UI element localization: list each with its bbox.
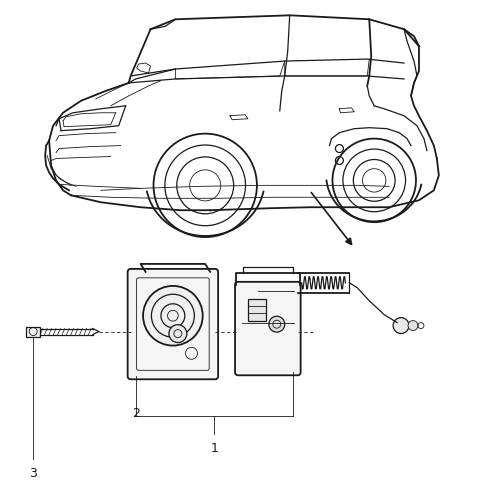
Circle shape — [408, 320, 418, 330]
Text: 1: 1 — [210, 442, 218, 455]
FancyBboxPatch shape — [235, 282, 300, 375]
Text: 3: 3 — [29, 467, 37, 480]
Circle shape — [143, 286, 203, 346]
Bar — [248, 299, 266, 320]
Circle shape — [169, 325, 187, 343]
Bar — [26, 326, 40, 336]
Text: 2: 2 — [132, 407, 140, 420]
Circle shape — [269, 316, 285, 332]
Circle shape — [393, 318, 409, 333]
FancyBboxPatch shape — [128, 269, 218, 379]
